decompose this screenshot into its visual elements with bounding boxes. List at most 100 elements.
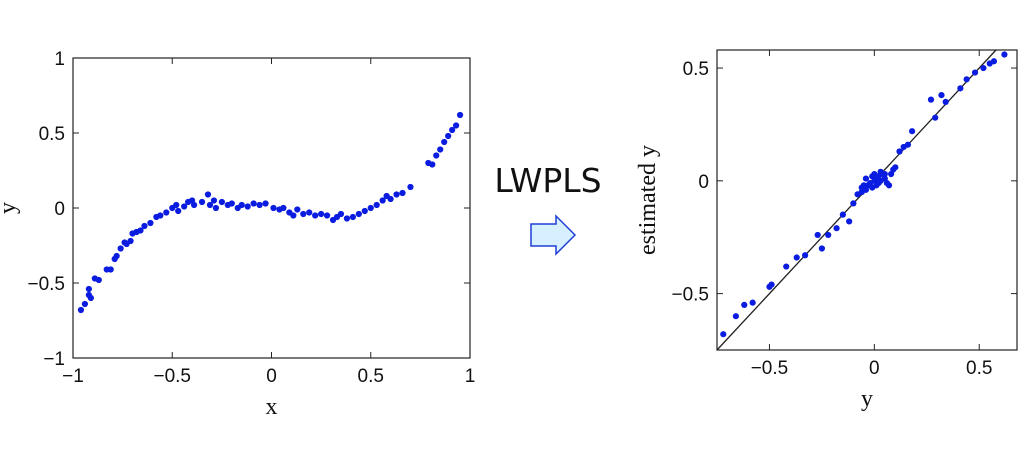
right-plot-area — [716, 49, 1018, 351]
data-point — [957, 85, 964, 92]
left-tick-group: −1 −0.5 0 0.5 1 −1 −0.5 0 0.5 1 — [27, 49, 475, 387]
data-point — [198, 198, 206, 206]
data-point — [117, 245, 124, 252]
data-point — [318, 210, 325, 218]
data-point — [337, 210, 345, 218]
data-point — [127, 237, 134, 245]
data-point — [212, 204, 220, 212]
data-point — [141, 222, 148, 230]
data-point — [833, 225, 840, 232]
data-point — [175, 207, 182, 215]
data-point — [393, 191, 400, 198]
data-point — [881, 170, 888, 178]
data-point — [783, 263, 790, 270]
data-point — [181, 203, 188, 210]
data-point — [862, 175, 870, 182]
data-point — [768, 281, 775, 288]
data-point — [270, 204, 277, 212]
x-tick-label: 0 — [266, 366, 277, 387]
data-point — [453, 122, 460, 129]
data-point — [387, 195, 394, 203]
right-y-axis-label: estimated y — [635, 145, 661, 255]
data-point — [113, 252, 120, 260]
data-point — [942, 98, 949, 105]
y-tick-label: 1 — [54, 49, 65, 70]
data-point — [429, 161, 436, 168]
data-point — [250, 200, 257, 207]
y-tick-label: 0 — [698, 172, 709, 193]
data-point — [373, 201, 380, 209]
data-point — [441, 138, 448, 146]
method-transition: LWPLS — [494, 161, 602, 256]
data-point — [839, 211, 846, 218]
data-point — [157, 212, 164, 219]
right-x-axis-label: y — [861, 386, 873, 412]
data-point — [437, 146, 444, 153]
data-point — [869, 173, 876, 180]
data-point — [858, 184, 865, 191]
y-tick-label: −0.5 — [27, 274, 65, 295]
y-tick-label: −1 — [43, 349, 65, 370]
data-point — [814, 231, 821, 239]
data-point — [456, 111, 464, 119]
x-tick-label: −0.5 — [153, 366, 191, 387]
data-point — [210, 197, 218, 204]
data-point — [256, 201, 263, 209]
data-point — [81, 300, 89, 308]
data-point — [280, 204, 287, 212]
data-point — [379, 197, 386, 204]
x-tick-label: 0.5 — [358, 366, 384, 387]
y-tick-label: 0.5 — [39, 124, 65, 145]
data-point — [749, 299, 756, 306]
data-point — [294, 206, 301, 213]
data-point — [732, 313, 739, 320]
data-point — [218, 198, 225, 206]
x-tick-label: 1 — [465, 366, 476, 387]
data-point — [147, 219, 154, 227]
data-point — [238, 201, 245, 209]
data-point — [433, 152, 440, 159]
data-point — [343, 215, 351, 222]
data-point — [206, 201, 214, 209]
data-point — [95, 276, 102, 284]
data-point — [980, 64, 987, 72]
data-point — [190, 201, 198, 209]
data-point — [885, 182, 893, 189]
data-point — [850, 200, 857, 207]
data-point — [449, 126, 456, 134]
y-tick-label: −0.5 — [671, 285, 709, 306]
y-tick-label: 0.5 — [683, 59, 709, 80]
data-point — [349, 213, 356, 221]
data-point — [720, 331, 727, 338]
left-y-axis-label: y — [0, 202, 21, 214]
data-point — [306, 209, 313, 216]
left-x-axis-label: x — [266, 394, 278, 420]
identity-line — [716, 49, 997, 351]
data-point — [938, 92, 945, 99]
data-point — [107, 266, 114, 273]
data-point — [300, 210, 307, 218]
data-point — [875, 179, 882, 187]
data-point — [932, 114, 939, 121]
data-point — [892, 164, 899, 171]
method-label: LWPLS — [494, 161, 601, 200]
data-point — [825, 231, 832, 239]
data-point — [990, 58, 998, 65]
data-point — [896, 148, 903, 155]
data-point — [927, 96, 935, 103]
data-point — [802, 252, 809, 259]
x-tick-label: −1 — [62, 366, 84, 387]
data-point — [355, 210, 362, 218]
x-tick-label: 0.5 — [966, 358, 992, 379]
data-point — [85, 285, 92, 293]
data-point — [741, 301, 748, 308]
scatter-plot-x-vs-y: −1 −0.5 0 0.5 1 −1 −0.5 0 0.5 1 x y — [0, 49, 475, 420]
data-point — [361, 207, 368, 215]
data-point — [818, 245, 825, 252]
right-tick-group: −0.5 0 0.5 −0.5 0 0.5 — [671, 50, 1017, 379]
right-data-points — [720, 51, 1008, 338]
data-point — [399, 189, 406, 197]
data-point — [228, 200, 235, 207]
scatter-plot-y-vs-estimated-y: −0.5 0 0.5 −0.5 0 0.5 y estimated y — [635, 49, 1018, 412]
